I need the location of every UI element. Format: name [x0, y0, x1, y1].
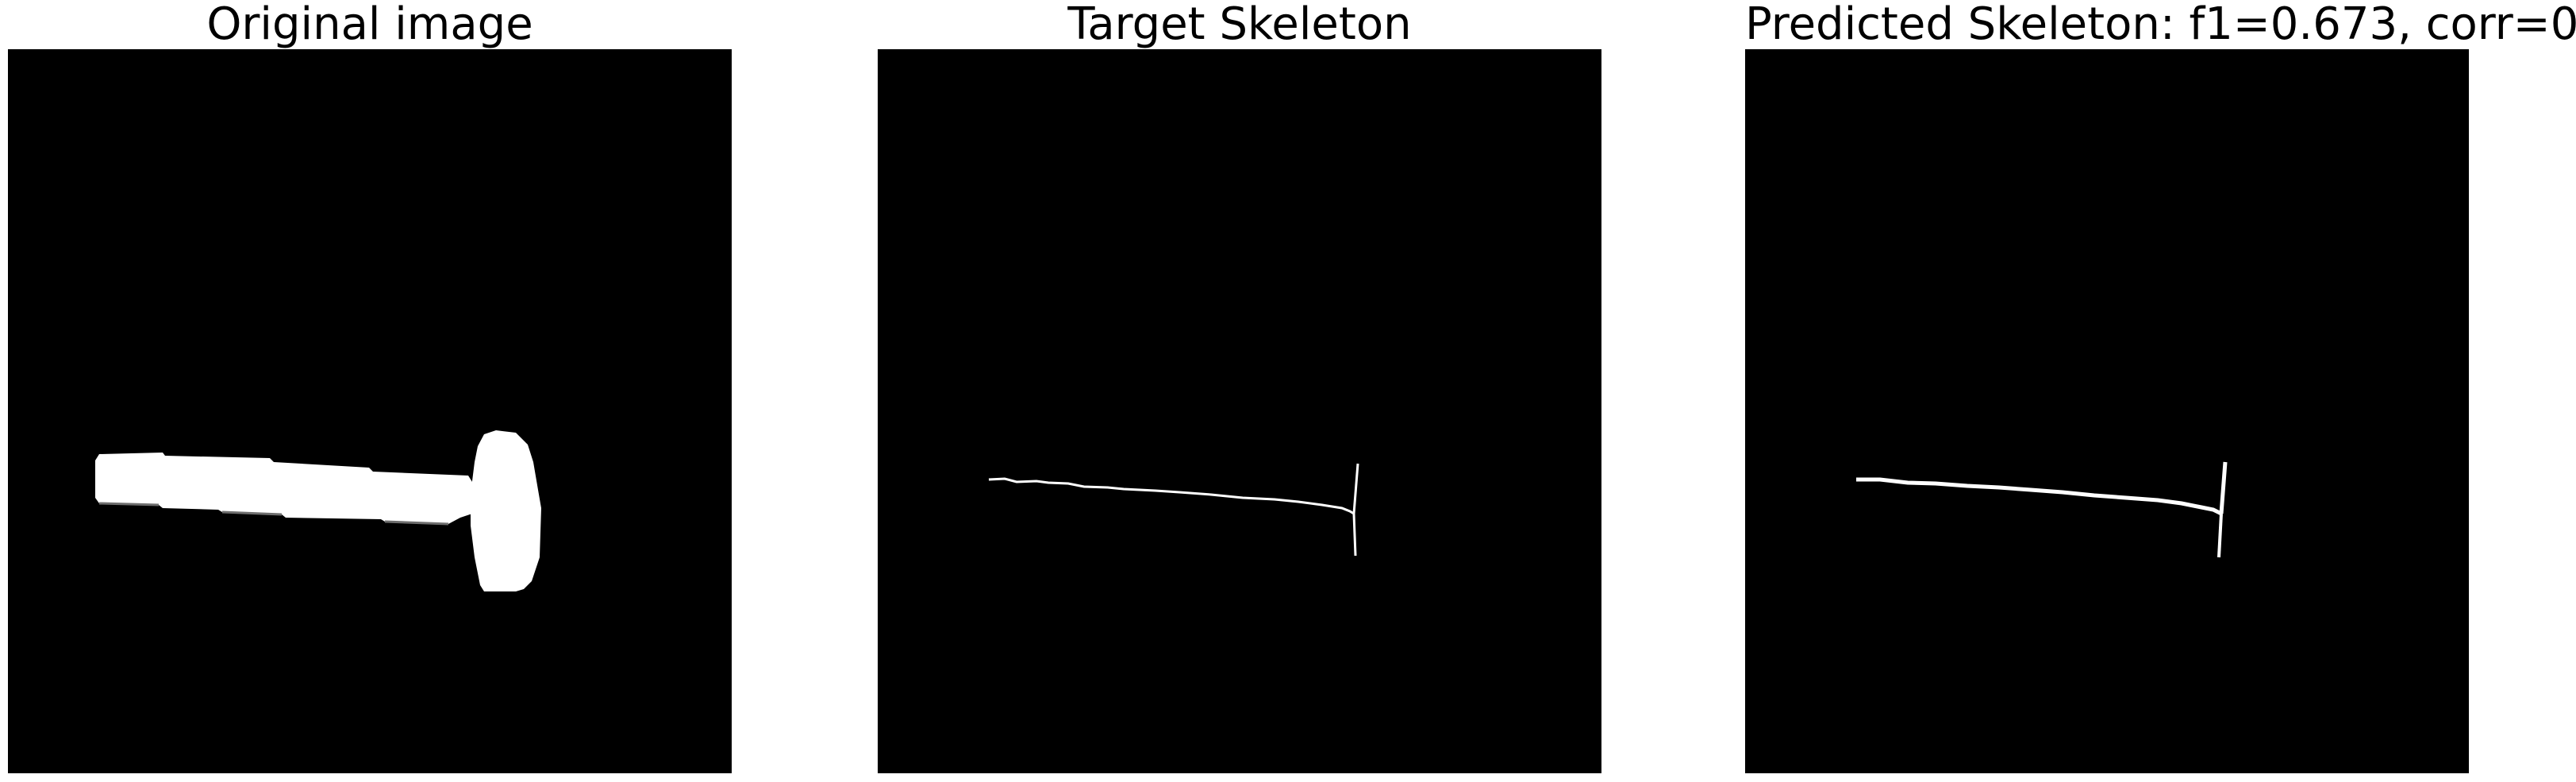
predicted-skeleton-image [1856, 461, 2228, 558]
hammer-head-shape [471, 430, 541, 591]
target-skeleton-branch [1352, 463, 1359, 514]
original-image-mask [95, 430, 541, 591]
target-skeleton-branch [1352, 513, 1357, 557]
predicted-skeleton-branch [2217, 513, 2223, 558]
panel-title-target: Target Skeleton [1067, 0, 1412, 50]
panel-title-predicted: Predicted Skeleton: f1=0.673, corr=0.709 [1745, 0, 2576, 50]
predicted-skeleton-branch [2219, 461, 2228, 514]
original-image-panel [8, 49, 732, 773]
panel-title-original: Original image [206, 0, 533, 50]
target-skeleton-image [988, 463, 1359, 557]
predicted-skeleton-panel [1745, 49, 2469, 773]
edge-hint [384, 520, 449, 526]
hammer-handle-shape [95, 453, 472, 524]
edge-hint [98, 502, 160, 507]
target-skeleton-panel [878, 49, 1601, 773]
predicted-skeleton-line [1856, 477, 2223, 516]
edge-hint [221, 510, 283, 516]
target-skeleton-line [988, 477, 1355, 515]
